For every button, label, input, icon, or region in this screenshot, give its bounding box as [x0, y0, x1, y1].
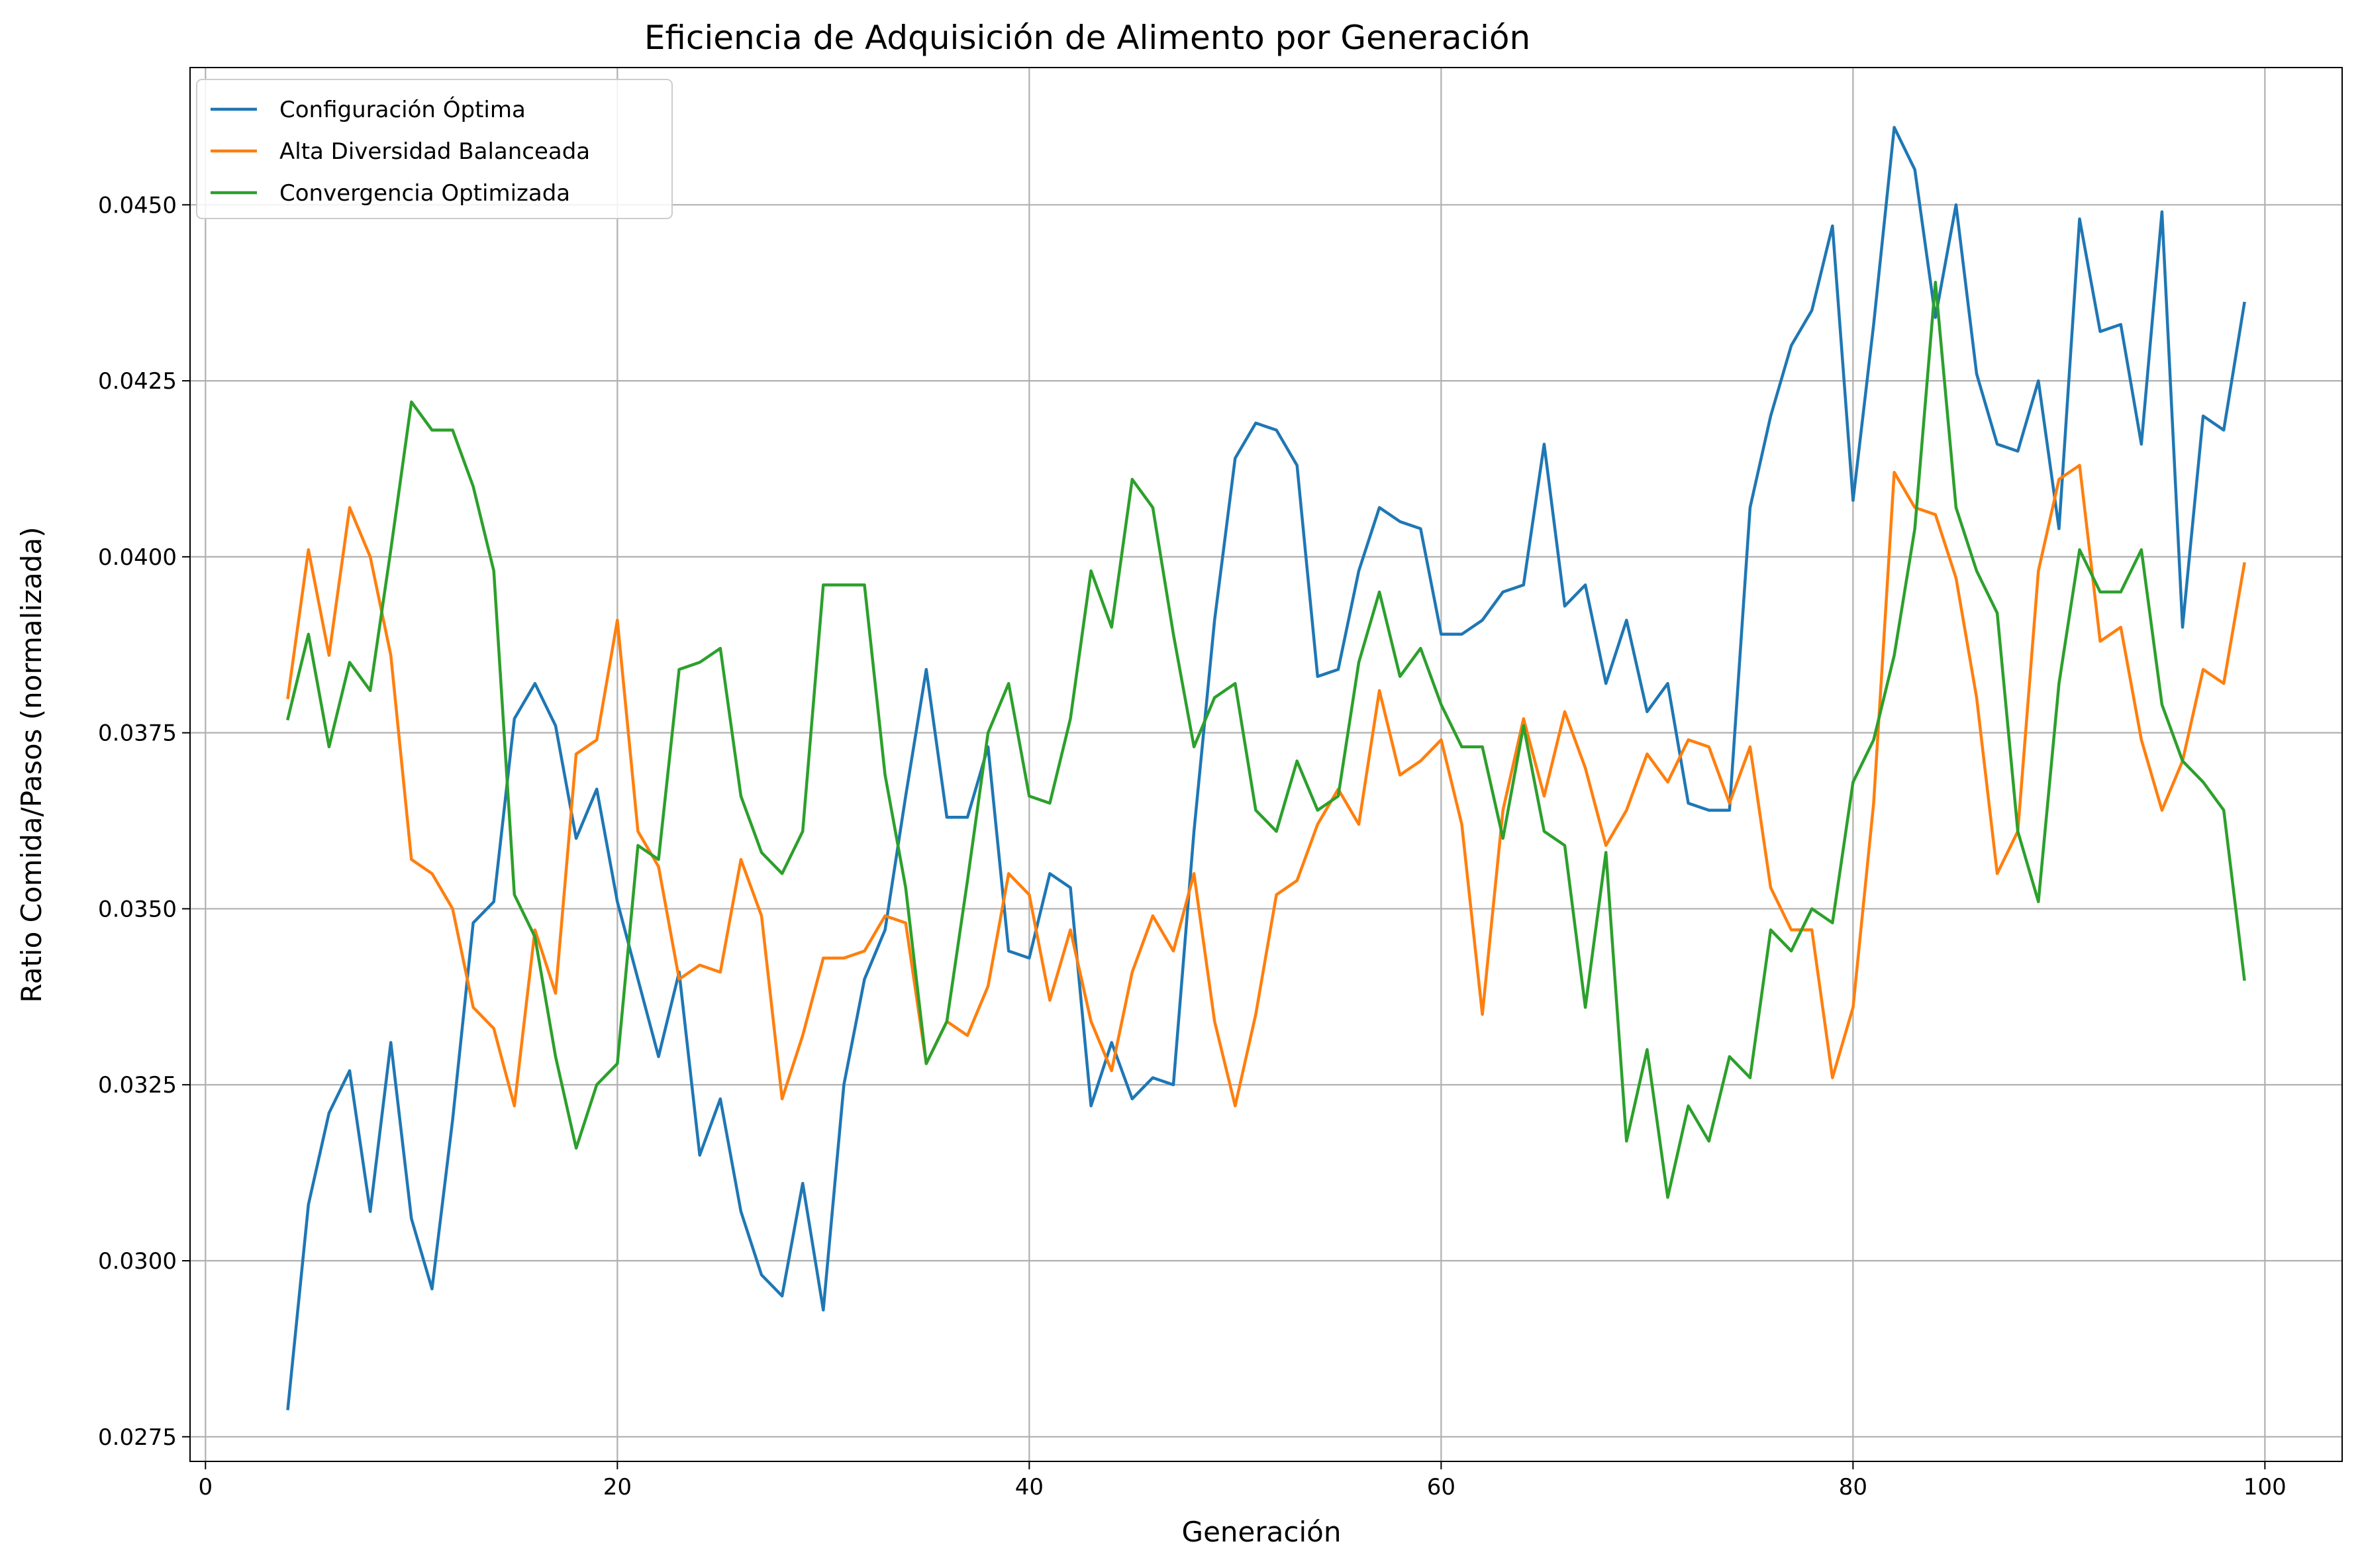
plot-frame	[189, 67, 2343, 1462]
gridlines	[190, 68, 2342, 1461]
series-line-2	[286, 464, 2246, 1108]
plot-area	[190, 68, 2342, 1461]
series-lines	[285, 126, 2246, 1410]
y-tick-label: 0.0425	[98, 368, 177, 395]
legend: Configuración Óptima Alta Diversidad Bala…	[196, 79, 673, 219]
series-line-1	[286, 126, 2246, 1410]
y-tick-label: 0.0400	[98, 544, 177, 571]
y-axis-ticks: 0.0275 0.0300 0.0325 0.0350 0.0375 0.0400 0.04…	[98, 192, 190, 1451]
y-axis-label: Ratio Comida/Pasos (normalizada)	[15, 526, 48, 1003]
y-tick-label: 0.0325	[98, 1072, 177, 1099]
legend-entry: Configuración Óptima	[279, 96, 526, 123]
y-tick-label: 0.0275	[98, 1424, 177, 1451]
x-tick-label: 100	[2243, 1474, 2287, 1500]
x-tick-label: 80	[1839, 1474, 1867, 1500]
y-tick-label: 0.0350	[98, 896, 177, 922]
y-tick-label: 0.0300	[98, 1248, 177, 1275]
x-tick-label: 0	[199, 1474, 213, 1500]
series-line-3	[285, 281, 2246, 1199]
x-axis-ticks: 0 20 40 60 80 100	[199, 1461, 2287, 1500]
x-tick-label: 20	[603, 1474, 632, 1500]
y-tick-label: 0.0375	[98, 720, 177, 747]
legend-entry: Alta Diversidad Balanceada	[279, 138, 590, 165]
legend-entry: Convergencia Optimizada	[279, 180, 570, 207]
y-tick-label: 0.0450	[98, 192, 177, 219]
x-axis-label: Generación	[1182, 1516, 1342, 1548]
x-tick-label: 40	[1015, 1474, 1044, 1500]
chart-title: Eficiencia de Adquisición de Alimento po…	[644, 19, 1530, 57]
legend-box	[196, 79, 673, 219]
x-tick-label: 60	[1427, 1474, 1455, 1500]
